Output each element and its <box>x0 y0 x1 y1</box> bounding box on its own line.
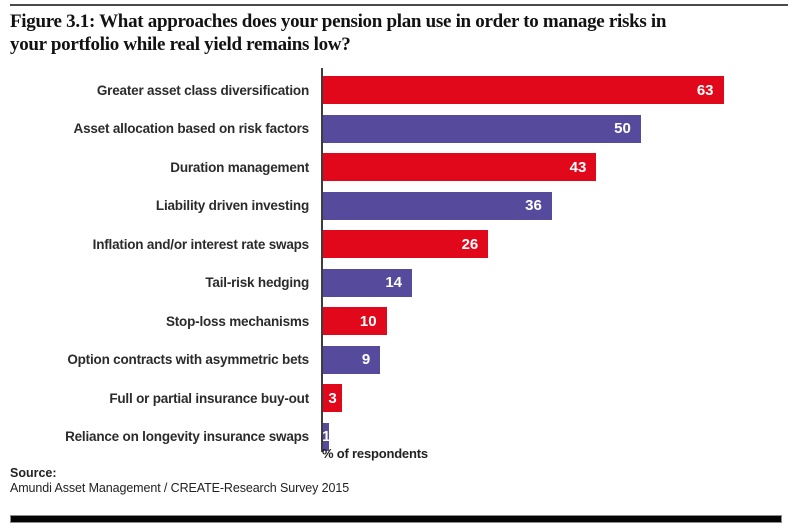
bar-value-label: 50 <box>614 120 631 137</box>
figure-title-line1: Figure 3.1: What approaches does your pe… <box>10 11 667 32</box>
category-label: Reliance on longevity insurance swaps <box>65 429 309 444</box>
bar-value-label: 43 <box>569 158 587 176</box>
category-label: Option contracts with asymmetric bets <box>67 352 309 367</box>
bar: 63 <box>323 76 724 104</box>
figure-title: Figure 3.1: What approaches does your pe… <box>10 10 750 56</box>
bar-value-label: 1 <box>322 428 331 445</box>
bar-track: 10 <box>323 307 770 335</box>
chart-row: Option contracts with asymmetric bets 9 <box>10 345 770 374</box>
bar-chart-rows: Greater asset class diversification 63 Ass… <box>10 76 770 461</box>
bar-track: 1 <box>322 422 770 451</box>
category-label: Duration management <box>170 159 309 175</box>
bar: 1 <box>322 422 331 451</box>
bar-value-label: 14 <box>385 274 402 291</box>
bar: 43 <box>323 153 597 181</box>
chart-row: Greater asset class diversification 63 <box>10 76 770 104</box>
bar: 36 <box>323 191 552 220</box>
bar-chart: Greater asset class diversification 63 Ass… <box>10 68 770 460</box>
chart-row: Asset allocation based on risk factors 50 <box>10 114 770 143</box>
source-label: Source: <box>10 466 57 480</box>
bar-track: 3 <box>323 384 770 412</box>
bar: 50 <box>323 114 641 143</box>
figure-title-line2: your portfolio while real yield remains … <box>10 34 351 55</box>
bottom-rule <box>10 515 782 523</box>
chart-row: Reliance on longevity insurance swaps 1 <box>10 422 770 451</box>
bar-value-label: 26 <box>461 235 479 253</box>
chart-row: Tail-risk hedging 14 <box>10 268 770 297</box>
bar: 10 <box>323 307 387 335</box>
category-label: Liability driven investing <box>155 198 309 213</box>
x-axis-label: % of respondents <box>322 446 428 461</box>
category-label: Inflation and/or interest rate swaps <box>92 236 310 252</box>
bar-track: 63 <box>323 76 770 104</box>
bar-value-label: 9 <box>361 351 371 368</box>
category-label: Stop-loss mechanisms <box>165 313 309 329</box>
bar-track: 26 <box>323 230 770 258</box>
chart-row: Full or partial insurance buy-out 3 <box>10 384 770 412</box>
category-label: Tail-risk hedging <box>205 275 309 290</box>
bar-track: 50 <box>323 114 770 143</box>
bar: 3 <box>323 384 343 412</box>
category-label: Asset allocation based on risk factors <box>73 121 310 136</box>
bar-track: 36 <box>323 191 770 220</box>
chart-row: Inflation and/or interest rate swaps 26 <box>10 230 770 258</box>
bar-track: 43 <box>323 153 770 181</box>
category-label: Greater asset class diversification <box>96 82 309 98</box>
top-rule <box>10 4 788 6</box>
bar-track: 14 <box>323 268 770 297</box>
bar: 26 <box>323 230 489 258</box>
chart-row: Stop-loss mechanisms 10 <box>10 307 770 335</box>
source-text: Amundi Asset Management / CREATE-Researc… <box>10 480 350 495</box>
bar-value-label: 36 <box>525 197 542 214</box>
bar-value-label: 63 <box>696 81 714 99</box>
bar: 9 <box>323 345 381 374</box>
chart-row: Liability driven investing 36 <box>10 191 770 220</box>
bar-value-label: 10 <box>359 312 377 330</box>
bar-value-label: 3 <box>328 389 337 407</box>
bar-track: 9 <box>323 345 770 374</box>
bar: 14 <box>323 268 412 297</box>
category-label: Full or partial insurance buy-out <box>109 390 309 406</box>
chart-row: Duration management 43 <box>10 153 770 181</box>
source-block: Source: Amundi Asset Management / CREATE… <box>10 466 349 495</box>
y-axis-line <box>321 68 323 452</box>
